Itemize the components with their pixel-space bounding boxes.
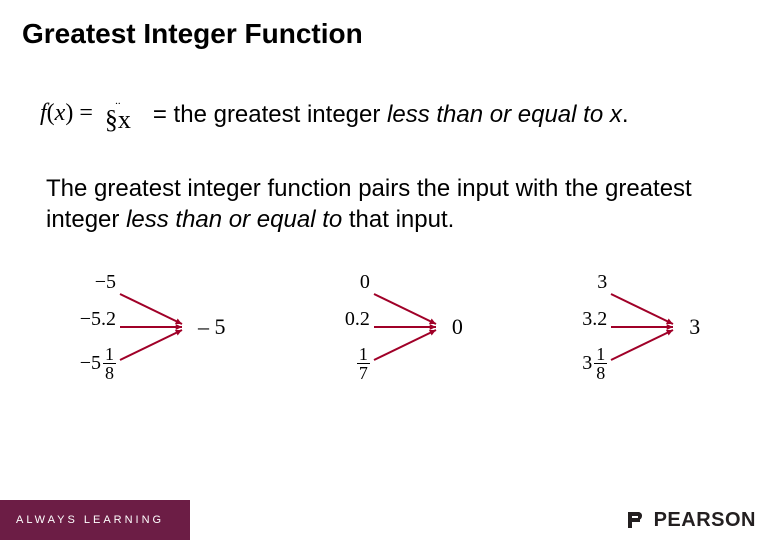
symbol-main: §x [105, 107, 131, 133]
arrow-container [116, 280, 194, 374]
page-title: Greatest Integer Function [0, 0, 780, 50]
footer-tagline: ALWAYS LEARNING [0, 500, 190, 540]
input-value: −5.2 [80, 308, 116, 331]
formula-row: f(x) = .. §x = the greatest integer less… [0, 96, 780, 133]
desc-italic: less than or equal to x [387, 101, 622, 128]
equals: = [79, 100, 93, 126]
arrow-container [370, 280, 448, 374]
formula-f: f [40, 100, 47, 126]
example-group: 0 0.2 17 0 [345, 271, 463, 382]
result-value: 3 [685, 314, 700, 340]
input-value: 3.2 [582, 308, 607, 331]
input-mixed-fraction: 17 [357, 345, 370, 382]
input-value: −5 [95, 271, 116, 294]
examples-diagram: −5 −5.2 −518 – 5 0 0.2 17 0 3 3.2 318 3 [0, 271, 780, 382]
input-column: 3 3.2 318 [582, 271, 607, 382]
input-mixed-fraction: 318 [582, 345, 607, 382]
arrow-container [607, 280, 685, 374]
para-italic: less than or equal to [126, 206, 342, 233]
desc-prefix: = the greatest integer [153, 101, 387, 128]
input-column: 0 0.2 17 [345, 271, 370, 382]
example-group: −5 −5.2 −518 – 5 [80, 271, 226, 382]
formula-description: = the greatest integer less than or equa… [153, 101, 629, 129]
result-value: – 5 [194, 314, 226, 340]
input-value: 0 [360, 271, 370, 294]
result-value: 0 [448, 314, 463, 340]
input-value: 3 [597, 271, 607, 294]
paren-close: ) [65, 100, 73, 126]
example-group: 3 3.2 318 3 [582, 271, 700, 382]
input-value: 0.2 [345, 308, 370, 331]
pearson-logo-text: PEARSON [654, 509, 756, 532]
formula-lhs: f(x) = .. §x [40, 96, 133, 133]
arrows-icon [116, 280, 194, 374]
pearson-mark-icon [624, 508, 648, 532]
formula-x: x [55, 100, 66, 126]
arrows-icon [607, 280, 685, 374]
paren-open: ( [47, 100, 55, 126]
para-part2: that input. [342, 206, 454, 233]
desc-suffix: . [622, 101, 629, 128]
arrows-icon [370, 280, 448, 374]
explanation-paragraph: The greatest integer function pairs the … [0, 133, 780, 235]
pearson-brand: PEARSON [624, 500, 780, 540]
input-mixed-fraction: −518 [80, 345, 116, 382]
floor-symbol: .. §x [105, 96, 131, 133]
footer: ALWAYS LEARNING PEARSON [0, 500, 780, 540]
input-column: −5 −5.2 −518 [80, 271, 116, 382]
